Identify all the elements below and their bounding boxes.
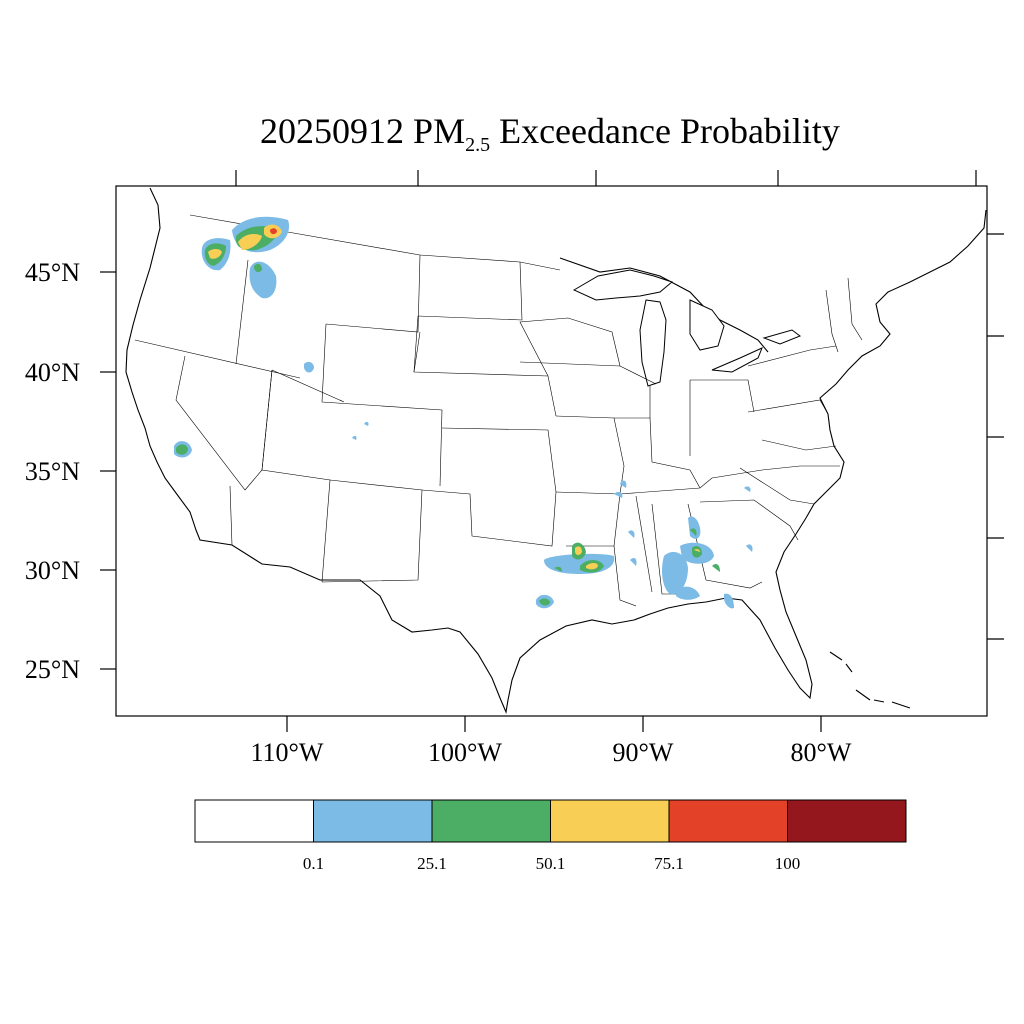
colorbar-bin-1 <box>313 799 433 843</box>
lon-label-100w: 100°W <box>428 738 502 767</box>
state-boundaries <box>134 214 863 607</box>
colorbar-label-3: 75.1 <box>654 854 684 873</box>
colorbar-bin-0 <box>194 799 314 843</box>
map-frame <box>115 185 988 717</box>
colorbar-bin-3 <box>550 799 670 843</box>
latitude-labels: 45°N 40°N 35°N 30°N 25°N <box>25 258 80 684</box>
lon-label-80w: 80°W <box>791 738 852 767</box>
colorbar: 0.1 25.1 50.1 75.1 100 <box>194 799 907 873</box>
colorbar-bin-5 <box>787 799 907 843</box>
lake-erie <box>711 347 763 373</box>
lake-ontario <box>762 329 802 345</box>
great-lakes-shore <box>559 257 769 353</box>
colorbar-label-0: 0.1 <box>303 854 324 873</box>
lake-superior <box>572 269 674 301</box>
probability-contours <box>174 216 753 609</box>
lat-label-35: 35°N <box>25 457 80 486</box>
lon-label-110w: 110°W <box>251 738 324 767</box>
bahamas-islands <box>829 651 911 709</box>
lat-label-45: 45°N <box>25 258 80 287</box>
longitude-labels: 110°W 100°W 90°W 80°W <box>251 738 852 767</box>
colorbar-bin-4 <box>668 799 788 843</box>
lat-label-25: 25°N <box>25 655 80 684</box>
colorbar-bin-2 <box>431 799 551 843</box>
colorbar-label-2: 50.1 <box>536 854 566 873</box>
lake-michigan <box>639 299 667 387</box>
colorbar-label-4: 100 <box>775 854 801 873</box>
us-coastline <box>125 187 987 714</box>
colorbar-label-1: 25.1 <box>417 854 447 873</box>
map-title: 20250912 PM2.5 Exceedance Probability <box>260 111 840 156</box>
lat-label-30: 30°N <box>25 556 80 585</box>
lat-label-40: 40°N <box>25 358 80 387</box>
lon-label-90w: 90°W <box>613 738 674 767</box>
frame-ticks <box>100 170 1004 732</box>
lake-huron <box>689 299 725 351</box>
